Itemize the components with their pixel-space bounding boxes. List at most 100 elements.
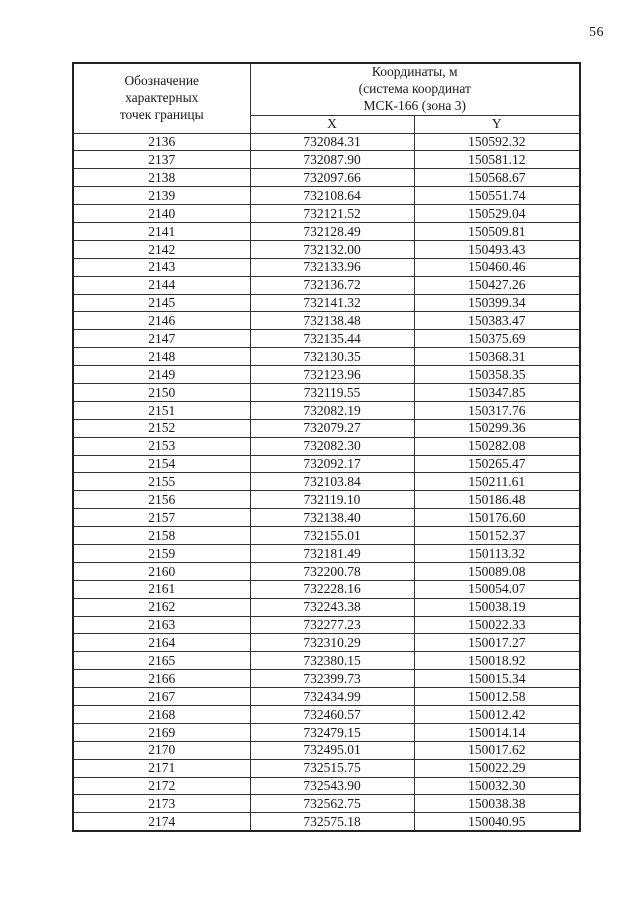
point-id: 2174 bbox=[72, 812, 251, 832]
table-row: 2146 732138.48 150383.47 bbox=[72, 311, 581, 331]
table-body: 2136 732084.31 150592.32 2137 732087.90 … bbox=[72, 132, 581, 832]
coord-x: 732543.90 bbox=[249, 776, 415, 796]
table-row: 2150 732119.55 150347.85 bbox=[72, 382, 581, 402]
header-line: Обозначение bbox=[124, 72, 200, 88]
point-id: 2140 bbox=[72, 204, 251, 223]
coord-x: 732084.31 bbox=[249, 132, 415, 152]
table-row: 2153 732082.30 150282.08 bbox=[72, 436, 581, 456]
coord-y: 150012.58 bbox=[413, 687, 581, 706]
table-row: 2174 732575.18 150040.95 bbox=[72, 812, 581, 832]
coord-y: 150012.42 bbox=[413, 705, 581, 724]
coord-x: 732119.55 bbox=[249, 382, 415, 402]
coord-y: 150113.32 bbox=[413, 543, 581, 563]
table-row: 2159 732181.49 150113.32 bbox=[72, 543, 581, 563]
table-row: 2137 732087.90 150581.12 bbox=[72, 150, 581, 170]
point-id: 2147 bbox=[72, 329, 251, 349]
coord-y: 150383.47 bbox=[413, 311, 581, 331]
coord-y: 150358.35 bbox=[413, 365, 581, 384]
table-row: 2167 732434.99 150012.58 bbox=[72, 687, 581, 706]
table-row: 2147 732135.44 150375.69 bbox=[72, 329, 581, 349]
point-id: 2163 bbox=[72, 615, 251, 635]
point-id: 2146 bbox=[72, 311, 251, 331]
header-line: точек границы bbox=[119, 106, 204, 122]
coord-x: 732399.73 bbox=[249, 669, 415, 689]
coord-x: 732200.78 bbox=[249, 561, 415, 581]
coord-y: 150368.31 bbox=[413, 347, 581, 367]
point-id: 2143 bbox=[72, 257, 251, 277]
coord-x: 732092.17 bbox=[249, 454, 415, 474]
coord-y: 150211.61 bbox=[413, 472, 581, 492]
coord-y: 150317.76 bbox=[413, 400, 581, 420]
coord-x: 732310.29 bbox=[249, 633, 415, 653]
header-line: МСК-166 (зона 3) bbox=[363, 97, 466, 113]
coord-x: 732575.18 bbox=[249, 812, 415, 832]
coord-x: 732515.75 bbox=[249, 758, 415, 778]
coord-x: 732132.00 bbox=[249, 239, 415, 259]
coord-x: 732108.64 bbox=[249, 186, 415, 206]
coord-y: 150017.27 bbox=[413, 633, 581, 653]
point-id: 2142 bbox=[72, 239, 251, 259]
coord-x: 732495.01 bbox=[249, 740, 415, 760]
coord-x: 732434.99 bbox=[249, 687, 415, 706]
coord-y: 150375.69 bbox=[413, 329, 581, 349]
point-id: 2156 bbox=[72, 490, 251, 510]
point-id: 2157 bbox=[72, 508, 251, 528]
coord-x: 732138.40 bbox=[249, 508, 415, 528]
coord-y: 150015.34 bbox=[413, 669, 581, 689]
table-row: 2158 732155.01 150152.37 bbox=[72, 526, 581, 545]
point-id: 2169 bbox=[72, 722, 251, 742]
point-id: 2171 bbox=[72, 758, 251, 778]
table-row: 2141 732128.49 150509.81 bbox=[72, 221, 581, 241]
coord-y: 150568.67 bbox=[413, 168, 581, 188]
point-id: 2165 bbox=[72, 651, 251, 671]
table-row: 2173 732562.75 150038.38 bbox=[72, 794, 581, 814]
coord-y: 150186.48 bbox=[413, 490, 581, 510]
point-id: 2158 bbox=[72, 526, 251, 545]
point-id: 2136 bbox=[72, 132, 251, 152]
point-id: 2167 bbox=[72, 687, 251, 706]
point-id: 2162 bbox=[72, 597, 251, 617]
coord-x: 732123.96 bbox=[249, 365, 415, 384]
coord-y: 150032.30 bbox=[413, 776, 581, 796]
coord-x: 732141.32 bbox=[249, 293, 415, 313]
coord-y: 150038.38 bbox=[413, 794, 581, 814]
coord-x: 732135.44 bbox=[249, 329, 415, 349]
table-row: 2144 732136.72 150427.26 bbox=[72, 275, 581, 295]
table-header-row: Обозначение характерных точек границы Ко… bbox=[72, 62, 581, 134]
coord-y: 150022.33 bbox=[413, 615, 581, 635]
point-id: 2168 bbox=[72, 705, 251, 724]
point-id: 2150 bbox=[72, 382, 251, 402]
page-number: 56 bbox=[589, 25, 604, 40]
header-coordinates: Координаты, м (система координат МСК-166… bbox=[249, 62, 581, 116]
coord-y: 150493.43 bbox=[413, 239, 581, 259]
coord-x: 732128.49 bbox=[249, 221, 415, 241]
coord-y: 150176.60 bbox=[413, 508, 581, 528]
point-id: 2155 bbox=[72, 472, 251, 492]
coord-y: 150017.62 bbox=[413, 740, 581, 760]
header-x: X bbox=[249, 114, 415, 134]
point-id: 2137 bbox=[72, 150, 251, 170]
header-line: характерных bbox=[125, 89, 199, 105]
point-id: 2138 bbox=[72, 168, 251, 188]
table-row: 2148 732130.35 150368.31 bbox=[72, 347, 581, 367]
coord-y: 150592.32 bbox=[413, 132, 581, 152]
coord-x: 732479.15 bbox=[249, 722, 415, 742]
point-id: 2161 bbox=[72, 579, 251, 599]
table-row: 2165 732380.15 150018.92 bbox=[72, 651, 581, 671]
coord-y: 150460.46 bbox=[413, 257, 581, 277]
point-id: 2166 bbox=[72, 669, 251, 689]
point-id: 2141 bbox=[72, 221, 251, 241]
point-id: 2139 bbox=[72, 186, 251, 206]
table-row: 2168 732460.57 150012.42 bbox=[72, 705, 581, 724]
table-row: 2172 732543.90 150032.30 bbox=[72, 776, 581, 796]
table-subheader-row: X Y bbox=[73, 114, 581, 134]
table-row: 2156 732119.10 150186.48 bbox=[72, 490, 581, 510]
coordinates-table: Обозначение характерных точек границы Ко… bbox=[72, 62, 581, 832]
coord-y: 150040.95 bbox=[413, 812, 581, 832]
coord-y: 150299.36 bbox=[413, 418, 581, 438]
coord-x: 732082.19 bbox=[249, 400, 415, 420]
coord-y: 150152.37 bbox=[413, 526, 581, 545]
table-row: 2151 732082.19 150317.76 bbox=[72, 400, 581, 420]
point-id: 2144 bbox=[72, 275, 251, 295]
table-row: 2152 732079.27 150299.36 bbox=[72, 418, 581, 438]
